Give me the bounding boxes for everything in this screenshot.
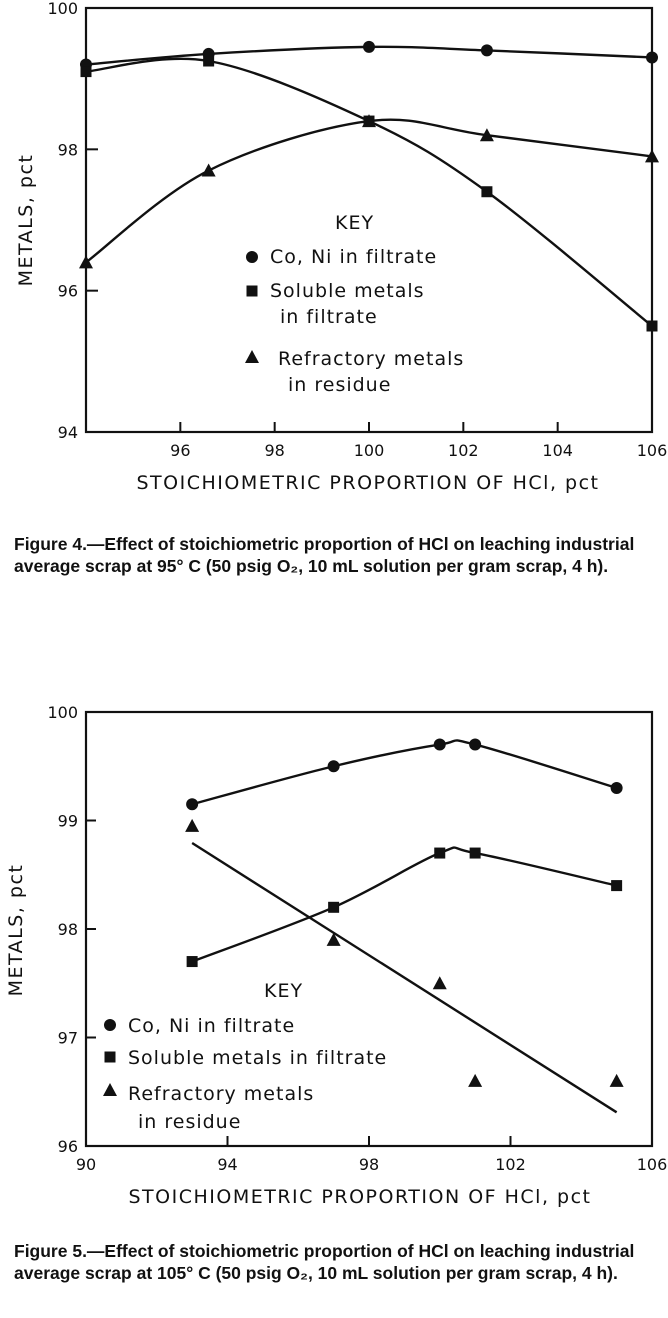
x-tick-label: 106	[637, 1155, 668, 1174]
series-fit-line	[191, 842, 618, 1114]
data-point-square	[80, 66, 92, 78]
legend-marker-square	[246, 285, 258, 297]
x-tick-label: 102	[495, 1155, 526, 1174]
legend-label: in residue	[138, 1111, 241, 1133]
series-triangle	[79, 114, 659, 269]
data-point-triangle	[479, 128, 494, 142]
figure-4-caption: Figure 4.—Effect of stoichiometric propo…	[14, 534, 635, 576]
legend-marker-square	[104, 1051, 116, 1063]
series-square	[186, 846, 623, 968]
legend-label: in filtrate	[280, 306, 378, 328]
legend-marker-triangle	[245, 350, 259, 363]
x-tick-label: 106	[637, 441, 668, 460]
x-tick-label: 94	[217, 1155, 237, 1174]
data-point-circle	[469, 738, 482, 751]
legend-title: KEY	[264, 980, 303, 1002]
data-point-triangle	[468, 1073, 483, 1087]
data-point-square	[328, 901, 340, 913]
data-point-circle	[610, 781, 623, 794]
legend-label: Refractory metals	[278, 348, 464, 370]
data-point-triangle	[326, 932, 341, 946]
series-circle	[80, 40, 658, 71]
legend-marker-triangle	[103, 1083, 117, 1096]
x-axis-label: STOICHIOMETRIC PROPORTION OF HCl, pct	[128, 1186, 591, 1208]
legend-label: Soluble metals	[270, 280, 425, 302]
x-tick-label: 98	[264, 441, 284, 460]
data-point-square	[611, 880, 623, 892]
y-tick-label: 96	[58, 1137, 78, 1156]
y-tick-label: 96	[58, 282, 78, 301]
legend: KEY Co, Ni in filtrate Soluble metals in f…	[103, 980, 387, 1133]
y-axis-label: METALS, pct	[15, 154, 37, 287]
figure-5-caption: Figure 5.—Effect of stoichiometric propo…	[14, 1241, 635, 1283]
legend-label: Co, Ni in filtrate	[270, 246, 437, 268]
data-point-triangle	[79, 255, 93, 269]
y-tick-label: 100	[47, 703, 78, 722]
x-tick-label: 96	[170, 441, 190, 460]
y-tick-label: 100	[47, 0, 78, 18]
chart-5: 96 97 98 99 100 90 94 98 102 106 STOICHIOMETRIC PR…	[5, 703, 667, 1208]
data-point-triangle	[185, 818, 200, 832]
legend-marker-circle	[104, 1019, 116, 1031]
data-point-square	[646, 320, 658, 332]
legend-label: Soluble metals in filtrate	[128, 1047, 387, 1069]
legend-label: Refractory metals	[128, 1083, 314, 1105]
data-point-circle	[646, 51, 658, 64]
series-circle	[186, 738, 623, 811]
legend-label: in residue	[288, 374, 391, 396]
y-tick-label: 98	[58, 140, 78, 159]
data-point-triangle	[432, 976, 447, 990]
data-point-triangle	[362, 114, 376, 128]
x-axis-label: STOICHIOMETRIC PROPORTION OF HCl, pct	[136, 472, 599, 494]
data-point-square	[434, 847, 446, 859]
data-point-square	[469, 847, 481, 859]
y-tick-label: 98	[58, 920, 78, 939]
data-point-circle	[480, 44, 493, 57]
legend-label: Co, Ni in filtrate	[128, 1015, 295, 1037]
x-tick-label: 100	[354, 441, 385, 460]
series-triangle	[185, 818, 624, 1114]
data-point-square	[186, 956, 198, 968]
x-tick-label: 90	[76, 1155, 96, 1174]
data-point-circle	[327, 760, 340, 773]
y-axis-label: METALS, pct	[5, 864, 27, 997]
series-line	[191, 846, 617, 963]
data-point-square	[481, 186, 493, 198]
y-tick-label: 99	[58, 812, 78, 831]
legend-marker-circle	[246, 251, 258, 263]
x-tick-label: 102	[448, 441, 479, 460]
x-tick-label: 104	[542, 441, 573, 460]
data-point-triangle	[201, 163, 216, 177]
y-tick-label: 94	[58, 423, 78, 442]
data-point-square	[203, 55, 215, 67]
data-point-triangle	[645, 149, 659, 163]
data-point-circle	[186, 798, 199, 811]
data-point-circle	[433, 738, 446, 751]
legend: KEY Co, Ni in filtrate Soluble metals in fi…	[245, 212, 464, 396]
data-point-triangle	[609, 1073, 624, 1087]
data-point-circle	[363, 40, 375, 53]
series-line	[191, 739, 617, 806]
y-tick-label: 97	[58, 1029, 78, 1048]
x-tick-label: 98	[359, 1155, 379, 1174]
series-line	[85, 118, 653, 264]
legend-title: KEY	[335, 212, 374, 234]
chart-4: 94 96 98 100 96 98 100 102 104 106 STOICHIOMETRIC …	[15, 0, 667, 494]
